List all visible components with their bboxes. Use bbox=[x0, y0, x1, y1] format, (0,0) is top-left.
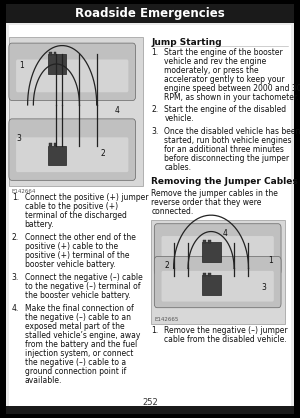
Text: Make the final connection of: Make the final connection of bbox=[25, 304, 134, 313]
Text: connected.: connected. bbox=[152, 207, 194, 217]
Text: terminal of the discharged: terminal of the discharged bbox=[25, 211, 127, 219]
Text: ground connection point if: ground connection point if bbox=[25, 367, 126, 376]
Text: 3.: 3. bbox=[152, 127, 159, 136]
Text: 1.: 1. bbox=[152, 48, 159, 57]
Bar bbox=[203, 273, 206, 276]
Bar bbox=[53, 143, 56, 146]
Text: reverse order that they were: reverse order that they were bbox=[152, 199, 262, 207]
FancyBboxPatch shape bbox=[16, 59, 128, 92]
Bar bbox=[202, 242, 220, 262]
Text: the negative (–) cable to a: the negative (–) cable to a bbox=[25, 358, 126, 367]
Text: engine speed between 2000 and 3000: engine speed between 2000 and 3000 bbox=[164, 84, 300, 93]
Bar bbox=[6, 4, 294, 23]
Text: positive (+) cable to the: positive (+) cable to the bbox=[25, 242, 118, 251]
Text: positive (+) terminal of the: positive (+) terminal of the bbox=[25, 251, 129, 260]
Text: Start the engine of the booster: Start the engine of the booster bbox=[164, 48, 283, 57]
Text: moderately, or press the: moderately, or press the bbox=[164, 66, 259, 75]
Text: accelerator gently to keep your: accelerator gently to keep your bbox=[164, 75, 285, 84]
Text: 2: 2 bbox=[165, 261, 170, 270]
Text: 1: 1 bbox=[20, 61, 24, 70]
Text: cable from the disabled vehicle.: cable from the disabled vehicle. bbox=[164, 335, 287, 344]
Bar bbox=[49, 52, 52, 55]
Text: E142664: E142664 bbox=[12, 189, 36, 194]
FancyBboxPatch shape bbox=[9, 43, 136, 100]
Text: before disconnecting the jumper: before disconnecting the jumper bbox=[164, 154, 290, 163]
Text: Once the disabled vehicle has been: Once the disabled vehicle has been bbox=[164, 127, 300, 136]
Text: vehicle.: vehicle. bbox=[164, 115, 194, 123]
Text: cable to the positive (+): cable to the positive (+) bbox=[25, 201, 118, 211]
FancyBboxPatch shape bbox=[9, 119, 136, 180]
Text: 4.: 4. bbox=[12, 304, 19, 313]
Text: for an additional three minutes: for an additional three minutes bbox=[164, 145, 284, 154]
Text: Start the engine of the disabled: Start the engine of the disabled bbox=[164, 105, 286, 115]
Text: Removing the Jumper Cables: Removing the Jumper Cables bbox=[152, 177, 298, 186]
Text: cables.: cables. bbox=[164, 163, 191, 172]
Text: Connect the negative (–) cable: Connect the negative (–) cable bbox=[25, 273, 142, 282]
FancyBboxPatch shape bbox=[161, 236, 274, 267]
Text: available.: available. bbox=[25, 376, 62, 385]
FancyBboxPatch shape bbox=[161, 271, 274, 301]
Bar bbox=[48, 145, 67, 165]
Text: vehicle and rev the engine: vehicle and rev the engine bbox=[164, 57, 267, 66]
Text: Remove the negative (–) jumper: Remove the negative (–) jumper bbox=[164, 326, 288, 335]
Text: Remove the jumper cables in the: Remove the jumper cables in the bbox=[152, 189, 278, 198]
Text: 1: 1 bbox=[268, 256, 273, 265]
Bar bbox=[208, 273, 211, 276]
Text: 3.: 3. bbox=[12, 273, 19, 282]
Text: to the negative (–) terminal of: to the negative (–) terminal of bbox=[25, 282, 140, 291]
FancyBboxPatch shape bbox=[154, 257, 281, 308]
Text: 4: 4 bbox=[222, 229, 227, 239]
Bar bbox=[203, 240, 206, 243]
Text: booster vehicle battery.: booster vehicle battery. bbox=[25, 260, 115, 269]
Bar bbox=[202, 275, 220, 295]
Text: Jump Starting: Jump Starting bbox=[152, 38, 222, 47]
Text: E142665: E142665 bbox=[154, 317, 179, 322]
FancyBboxPatch shape bbox=[16, 138, 128, 172]
Text: stalled vehicle’s engine, away: stalled vehicle’s engine, away bbox=[25, 331, 140, 340]
Text: Roadside Emergencies: Roadside Emergencies bbox=[75, 7, 225, 20]
Text: 1.: 1. bbox=[152, 326, 159, 335]
Text: the booster vehicle battery.: the booster vehicle battery. bbox=[25, 291, 130, 300]
Text: RPM, as shown in your tachometer.: RPM, as shown in your tachometer. bbox=[164, 93, 299, 102]
Text: started, run both vehicle engines: started, run both vehicle engines bbox=[164, 136, 292, 145]
Bar bbox=[208, 240, 211, 243]
Text: Connect the positive (+) jumper: Connect the positive (+) jumper bbox=[25, 193, 148, 201]
Text: 3: 3 bbox=[261, 283, 266, 292]
Bar bbox=[49, 143, 52, 146]
Bar bbox=[152, 219, 285, 324]
Bar bbox=[53, 52, 56, 55]
Text: 2.: 2. bbox=[152, 105, 159, 115]
Text: battery.: battery. bbox=[25, 219, 54, 229]
Bar bbox=[9, 37, 143, 186]
Text: 4: 4 bbox=[114, 106, 119, 115]
Text: Connect the other end of the: Connect the other end of the bbox=[25, 233, 136, 242]
Bar bbox=[6, 406, 294, 414]
Text: 2.: 2. bbox=[12, 233, 19, 242]
Text: 3: 3 bbox=[16, 134, 21, 143]
Text: from the battery and the fuel: from the battery and the fuel bbox=[25, 340, 137, 349]
Text: the negative (–) cable to an: the negative (–) cable to an bbox=[25, 313, 131, 322]
Text: injection system, or connect: injection system, or connect bbox=[25, 349, 133, 358]
Bar bbox=[48, 54, 67, 74]
Text: exposed metal part of the: exposed metal part of the bbox=[25, 322, 124, 331]
FancyBboxPatch shape bbox=[154, 224, 281, 275]
Text: 2: 2 bbox=[100, 149, 105, 158]
Text: 252: 252 bbox=[142, 398, 158, 407]
Text: 1.: 1. bbox=[12, 193, 19, 201]
